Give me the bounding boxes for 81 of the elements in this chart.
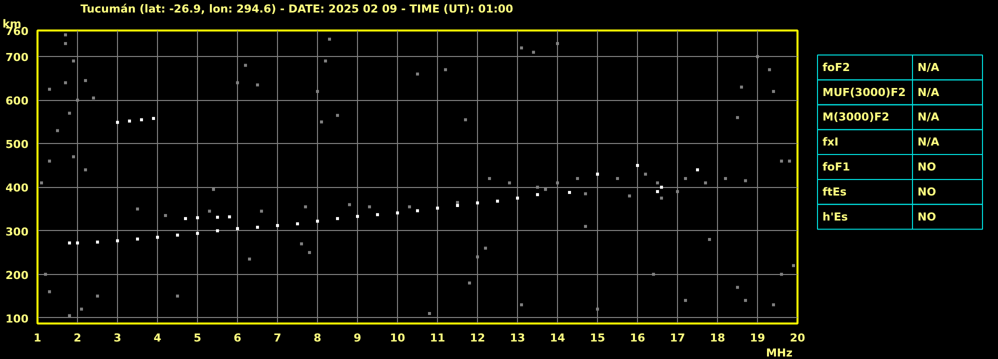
- point: [128, 120, 131, 123]
- point: [140, 118, 143, 122]
- x-tick-label: 4: [154, 332, 162, 344]
- x-tick-label: 14: [550, 332, 566, 344]
- point: [276, 224, 279, 228]
- point: [156, 236, 159, 239]
- point: [68, 241, 71, 244]
- text: N/A: [918, 60, 940, 74]
- x-tick-label: 18: [710, 332, 726, 344]
- y-tick-label: 100: [6, 312, 29, 326]
- y-tick-label: 500: [6, 138, 29, 152]
- point: [656, 190, 659, 194]
- x-tick-label: 9: [354, 332, 362, 344]
- chart-title: Tucumán (lat: -26.9, lon: 294.6) - DATE: 2025 02 09 - TIME (UT): 01:00: [80, 2, 514, 16]
- text: N/A: [918, 86, 940, 99]
- point: [696, 168, 699, 172]
- y-tick-label: 300: [6, 225, 29, 238]
- x-tick-label: 15: [590, 332, 606, 344]
- point: [136, 238, 139, 241]
- point: [568, 190, 571, 194]
- x-tick-label: 11: [430, 332, 446, 344]
- x-tick-label: 2: [74, 332, 82, 344]
- point: [536, 193, 539, 196]
- point: [152, 116, 155, 120]
- x-tick-label: 8: [314, 332, 322, 344]
- point: [116, 239, 119, 242]
- point: [184, 217, 187, 220]
- point: [356, 214, 359, 218]
- x-tick-label: 17: [670, 332, 686, 344]
- x-tick-label: 3: [114, 332, 122, 344]
- point: [76, 241, 79, 244]
- category-label: ftEs: [822, 185, 848, 198]
- point: [96, 240, 99, 244]
- point: [436, 206, 439, 210]
- category-label: foF2: [822, 60, 850, 74]
- text: NO: [918, 185, 936, 198]
- y-tick-label: 700: [6, 51, 29, 64]
- point: [376, 213, 379, 216]
- point: [516, 196, 519, 200]
- x-tick-label: 12: [470, 332, 486, 344]
- category-label: h'Es: [822, 210, 848, 224]
- y-tick-label: 400: [6, 182, 29, 195]
- point: [196, 232, 199, 235]
- text: N/A: [918, 110, 940, 124]
- x-axis-title: MHz: [766, 346, 793, 359]
- point: [476, 201, 479, 204]
- x-tick-label: 13: [510, 332, 526, 344]
- x-tick-label: 16: [630, 332, 646, 344]
- x-tick-label: 7: [274, 332, 282, 344]
- point: [396, 211, 399, 214]
- point: [316, 220, 319, 223]
- y-tick-label: 600: [6, 94, 29, 108]
- category-label: fxI: [822, 136, 838, 149]
- point: [116, 120, 119, 124]
- x-tick-label: 1: [34, 332, 42, 344]
- x-tick-label: 10: [390, 332, 406, 344]
- point: [176, 234, 179, 237]
- point: [336, 217, 339, 220]
- category-label: foF1: [822, 160, 850, 174]
- point: [216, 229, 219, 232]
- point: [228, 215, 231, 218]
- point: [236, 227, 239, 230]
- x-tick-label: 20: [790, 332, 806, 344]
- point: [456, 204, 459, 208]
- category-label: M(3000)F2: [822, 110, 890, 124]
- point: [216, 216, 219, 219]
- point: [660, 186, 663, 189]
- x-tick-label: 19: [750, 332, 766, 344]
- point: [496, 200, 499, 203]
- x-tick-label: 5: [194, 332, 202, 344]
- point: [296, 222, 299, 226]
- point: [636, 164, 639, 167]
- category-label: MUF(3000)F2: [822, 86, 906, 99]
- x-tick-label: 6: [234, 332, 242, 344]
- text: NO: [918, 160, 936, 174]
- text: NO: [918, 210, 936, 224]
- point: [196, 216, 199, 220]
- y-tick-label: 200: [6, 268, 29, 282]
- point: [416, 209, 419, 212]
- point: [256, 226, 259, 229]
- text: N/A: [918, 136, 940, 149]
